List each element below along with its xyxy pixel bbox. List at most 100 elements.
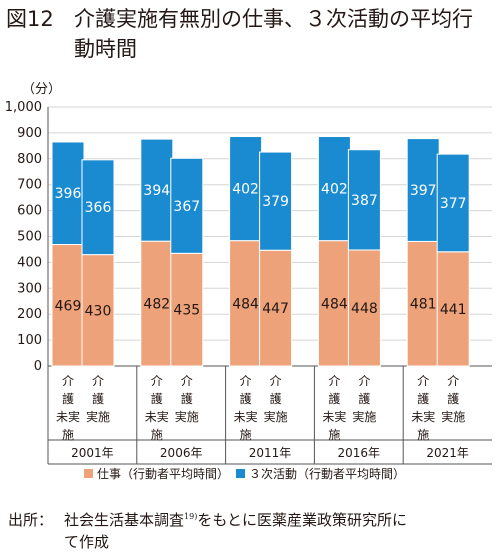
data-label: 379	[262, 194, 289, 210]
data-label: 441	[440, 302, 467, 318]
bar-category-label: 施	[62, 428, 74, 442]
data-label: 366	[85, 200, 112, 216]
data-label: 430	[85, 303, 112, 319]
bar-category-label: 実施	[86, 409, 110, 424]
bar-category-label: 未実	[56, 409, 80, 424]
y-tick-label: 700	[17, 178, 42, 193]
bar-category-label: 介	[92, 374, 104, 388]
y-tick-label: 400	[17, 255, 42, 270]
bar-category-label: 施	[417, 428, 429, 442]
bar-category-label: 実施	[441, 409, 465, 424]
bar-category-label: 介	[447, 374, 459, 388]
data-label: 481	[410, 297, 437, 313]
data-label: 394	[143, 183, 170, 199]
bar-segment-tertiary	[317, 136, 351, 242]
data-label: 402	[232, 182, 259, 198]
data-label: 447	[262, 301, 289, 317]
year-label: 2011年	[249, 446, 292, 460]
source-label: 出所：	[8, 511, 54, 529]
y-tick-label: 800	[17, 152, 42, 167]
bar-segment-tertiary	[81, 159, 115, 256]
source-text: 社会生活基本調査	[64, 511, 185, 529]
data-label: 387	[351, 193, 378, 209]
source-note: 出所： 社会生活基本調査19)をもとに医薬産業政策研究所に て作成	[8, 506, 494, 553]
bar-segment-work	[229, 240, 263, 367]
bar-category-label: 介	[417, 374, 429, 388]
bar-category-label: 護	[92, 391, 104, 406]
y-tick-label: 1,000	[5, 100, 42, 115]
bar-segment-work	[51, 244, 85, 367]
bar-category-label: 護	[417, 391, 429, 406]
bar-segment-work	[140, 240, 174, 367]
y-tick-label: 300	[17, 281, 42, 296]
data-label: 484	[321, 296, 348, 312]
bar-segment-tertiary	[170, 157, 204, 254]
bar-category-label: 介	[240, 374, 252, 388]
bar-category-label: 介	[62, 374, 74, 388]
data-label: 396	[55, 186, 82, 202]
bar-category-label: 介	[151, 374, 163, 388]
bar-category-label: 未実	[234, 409, 258, 424]
bar-segment-work	[259, 249, 293, 367]
bar-category-label: 施	[240, 428, 252, 442]
bar-segment-tertiary	[51, 141, 85, 246]
bar-category-label: 施	[151, 428, 163, 442]
bar-category-label: 護	[358, 391, 370, 406]
bar-category-label: 護	[270, 391, 282, 406]
y-tick-label: 100	[17, 333, 42, 348]
bar-category-label: 未実	[322, 409, 346, 424]
bar-segment-tertiary	[140, 138, 174, 242]
bar-category-label: 護	[240, 391, 252, 406]
data-label: 367	[173, 199, 200, 215]
bar-category-label: 介	[358, 374, 370, 388]
data-label: 482	[143, 297, 170, 313]
bar-category-label: 護	[447, 391, 459, 406]
bar-category-label: 護	[62, 391, 74, 406]
year-label: 2021年	[426, 446, 469, 460]
year-label: 2006年	[160, 446, 203, 460]
bar-segment-work	[170, 252, 204, 367]
y-tick-label: 0	[34, 359, 42, 374]
bar-segment-work	[347, 249, 381, 367]
bar-category-label: 介	[270, 374, 282, 388]
data-label: 484	[232, 296, 259, 312]
legend-swatch-tertiary	[236, 469, 245, 478]
y-tick-label: 600	[17, 204, 42, 219]
data-label: 435	[173, 303, 200, 319]
data-label: 469	[55, 298, 82, 314]
bar-category-label: 介	[328, 374, 340, 388]
bar-segment-tertiary	[347, 149, 381, 251]
bar-category-label: 実施	[175, 409, 199, 424]
y-tick-label: 900	[17, 126, 42, 141]
bar-category-label: 介	[181, 374, 193, 388]
data-label: 377	[440, 196, 467, 212]
data-label: 448	[351, 301, 378, 317]
year-label: 2016年	[338, 446, 381, 460]
y-unit-label: （分）	[22, 82, 61, 97]
bar-segment-tertiary	[229, 136, 263, 242]
bar-category-label: 未実	[145, 409, 169, 424]
bar-segment-work	[406, 240, 440, 367]
bar-segment-tertiary	[406, 138, 440, 242]
data-label: 402	[321, 182, 348, 198]
stacked-bar-chart: 0 100 200 300 400 500 600 700 800 900 1,000 （分） 469 3…	[5, 82, 492, 481]
bar-category-label: 施	[328, 428, 340, 442]
source-reference: 19)	[184, 512, 198, 521]
bar-category-label: 実施	[352, 409, 376, 424]
bar-category-label: 護	[151, 391, 163, 406]
bar-category-label: 護	[328, 391, 340, 406]
title-line-1: 介護実施有無別の仕事、３次活動の平均行	[74, 7, 473, 31]
bar-segment-work	[436, 251, 470, 367]
y-tick-label: 200	[17, 307, 42, 322]
legend-label-work: 仕事（行動者平均時間）	[97, 467, 229, 481]
bar-segment-tertiary	[436, 153, 470, 253]
bar-segment-tertiary	[259, 151, 293, 251]
chart-title: 図12 介護実施有無別の仕事、３次活動の平均行 動時間	[6, 4, 496, 64]
bar-category-label: 実施	[264, 409, 288, 424]
legend-label-tertiary: ３次活動（行動者平均時間）	[249, 467, 405, 481]
title-line-2: 動時間	[74, 37, 137, 61]
year-label: 2001年	[71, 446, 114, 460]
data-label: 397	[410, 183, 437, 199]
legend-swatch-work	[84, 469, 93, 478]
y-tick-label: 500	[17, 230, 42, 245]
